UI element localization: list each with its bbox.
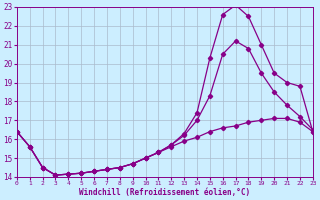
X-axis label: Windchill (Refroidissement éolien,°C): Windchill (Refroidissement éolien,°C)	[79, 188, 250, 197]
